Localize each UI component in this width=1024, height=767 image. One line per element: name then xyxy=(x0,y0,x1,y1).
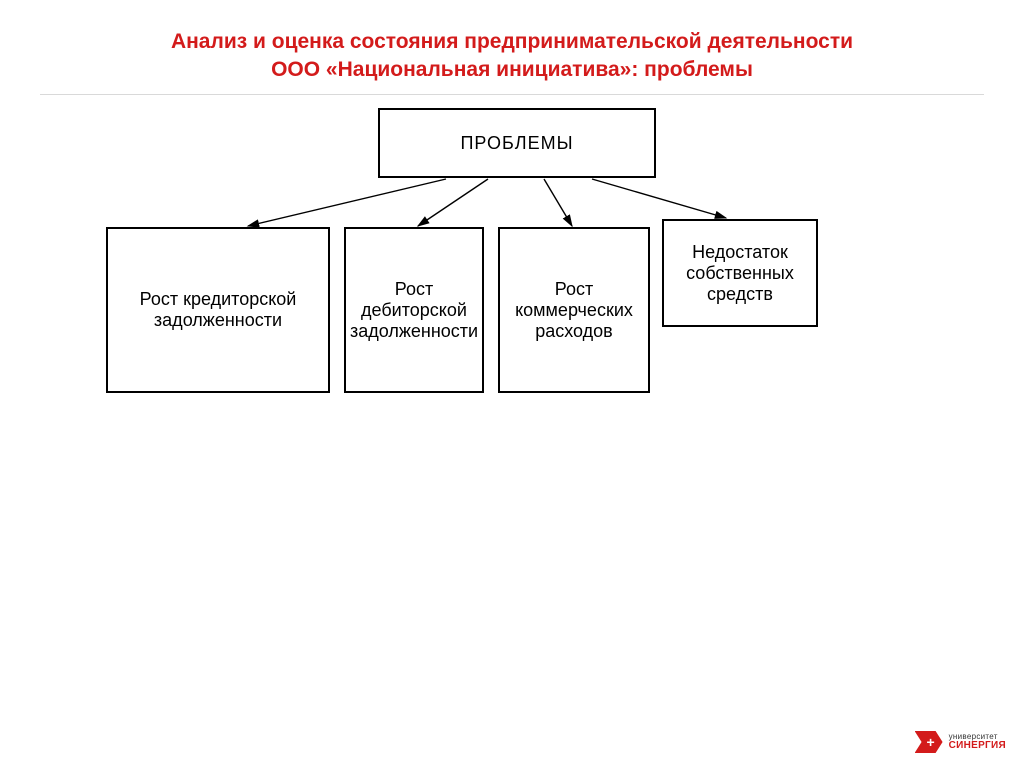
brand-text: университет СИНЕРГИЯ xyxy=(949,733,1006,752)
node-child2: Рост дебиторской задолженности xyxy=(344,227,484,393)
brand-chevron-icon: + xyxy=(915,731,943,753)
node-root: ПРОБЛЕМЫ xyxy=(378,108,656,178)
title-line2: ООО «Национальная инициатива»: проблемы xyxy=(271,58,753,81)
page-title: Анализ и оценка состояния предпринимател… xyxy=(0,28,1024,85)
node-child4: Недостаток собственных средств xyxy=(662,219,818,327)
brand-logo: + университет СИНЕРГИЯ xyxy=(915,731,1006,753)
node-child3: Рост коммерческих расходов xyxy=(498,227,650,393)
edge-root-child4 xyxy=(592,179,726,218)
edge-root-child2 xyxy=(418,179,488,226)
edge-root-child3 xyxy=(544,179,572,226)
brand-plus-icon: + xyxy=(926,735,934,749)
edge-root-child1 xyxy=(248,179,446,226)
node-child4-label: Недостаток собственных средств xyxy=(670,242,810,305)
node-root-label: ПРОБЛЕМЫ xyxy=(460,133,573,154)
brand-line2: СИНЕРГИЯ xyxy=(949,741,1006,752)
title-line1: Анализ и оценка состояния предпринимател… xyxy=(171,30,853,53)
title-rule xyxy=(40,94,984,95)
node-child3-label: Рост коммерческих расходов xyxy=(506,279,642,342)
node-child2-label: Рост дебиторской задолженности xyxy=(350,279,478,342)
node-child1-label: Рост кредиторской задолженности xyxy=(114,289,322,331)
node-child1: Рост кредиторской задолженности xyxy=(106,227,330,393)
